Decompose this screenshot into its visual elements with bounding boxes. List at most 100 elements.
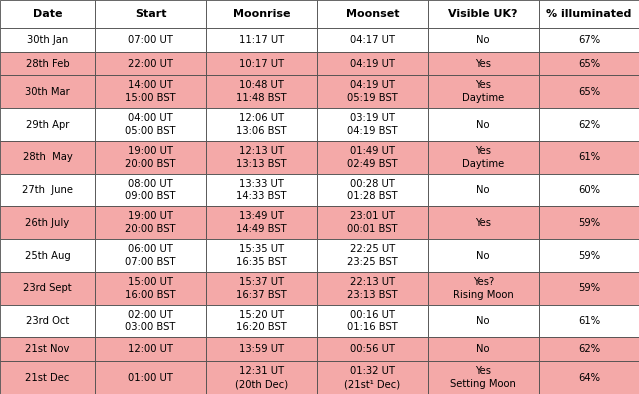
Bar <box>317 361 427 394</box>
Bar <box>427 174 539 206</box>
Text: No: No <box>477 344 490 354</box>
Text: 21st Dec: 21st Dec <box>26 373 70 383</box>
Text: 12:00 UT: 12:00 UT <box>128 344 173 354</box>
Text: 65%: 65% <box>578 87 600 97</box>
Bar <box>427 305 539 337</box>
Bar <box>206 305 317 337</box>
Text: 10:48 UT
11:48 BST: 10:48 UT 11:48 BST <box>236 80 287 103</box>
Text: 15:37 UT
16:37 BST: 15:37 UT 16:37 BST <box>236 277 287 300</box>
Text: 13:59 UT: 13:59 UT <box>239 344 284 354</box>
Text: Date: Date <box>33 9 62 19</box>
Bar <box>317 108 427 141</box>
Text: Yes: Yes <box>475 218 491 228</box>
Bar <box>0 174 95 206</box>
Bar <box>317 272 427 305</box>
Bar <box>317 75 427 108</box>
Bar <box>539 0 639 28</box>
Text: Moonset: Moonset <box>346 9 399 19</box>
Text: Visible UK?: Visible UK? <box>449 9 518 19</box>
Bar <box>95 108 206 141</box>
Text: 02:00 UT
03:00 BST: 02:00 UT 03:00 BST <box>125 310 176 333</box>
Bar <box>539 141 639 174</box>
Bar <box>0 28 95 52</box>
Bar <box>95 337 206 361</box>
Bar <box>0 108 95 141</box>
Text: 19:00 UT
20:00 BST: 19:00 UT 20:00 BST <box>125 146 176 169</box>
Bar <box>0 337 95 361</box>
Text: No: No <box>477 35 490 45</box>
Text: Yes
Daytime: Yes Daytime <box>462 146 504 169</box>
Bar <box>317 305 427 337</box>
Text: 13:49 UT
14:49 BST: 13:49 UT 14:49 BST <box>236 212 287 234</box>
Bar <box>539 206 639 239</box>
Text: 23rd Sept: 23rd Sept <box>23 283 72 293</box>
Text: 01:00 UT: 01:00 UT <box>128 373 173 383</box>
Text: 04:19 UT: 04:19 UT <box>350 59 395 69</box>
Bar <box>206 28 317 52</box>
Text: 30th Mar: 30th Mar <box>25 87 70 97</box>
Text: 22:00 UT: 22:00 UT <box>128 59 173 69</box>
Text: 00:16 UT
01:16 BST: 00:16 UT 01:16 BST <box>347 310 397 333</box>
Bar <box>317 0 427 28</box>
Bar <box>427 52 539 75</box>
Text: 65%: 65% <box>578 59 600 69</box>
Text: No: No <box>477 119 490 130</box>
Text: Yes: Yes <box>475 59 491 69</box>
Bar <box>95 361 206 394</box>
Bar <box>95 239 206 272</box>
Text: 12:31 UT
(20th Dec): 12:31 UT (20th Dec) <box>235 366 288 389</box>
Text: 01:49 UT
02:49 BST: 01:49 UT 02:49 BST <box>347 146 397 169</box>
Text: 59%: 59% <box>578 251 600 260</box>
Bar <box>539 361 639 394</box>
Text: 00:28 UT
01:28 BST: 00:28 UT 01:28 BST <box>347 178 397 201</box>
Text: 29th Apr: 29th Apr <box>26 119 69 130</box>
Text: 14:00 UT
15:00 BST: 14:00 UT 15:00 BST <box>125 80 176 103</box>
Bar <box>539 337 639 361</box>
Text: Yes
Daytime: Yes Daytime <box>462 80 504 103</box>
Text: 26th July: 26th July <box>26 218 70 228</box>
Text: 27th  June: 27th June <box>22 185 73 195</box>
Bar <box>427 206 539 239</box>
Bar <box>0 305 95 337</box>
Text: 04:00 UT
05:00 BST: 04:00 UT 05:00 BST <box>125 113 176 136</box>
Text: 13:33 UT
14:33 BST: 13:33 UT 14:33 BST <box>236 178 287 201</box>
Text: 10:17 UT: 10:17 UT <box>239 59 284 69</box>
Text: 62%: 62% <box>578 344 600 354</box>
Bar <box>95 206 206 239</box>
Text: 60%: 60% <box>578 185 600 195</box>
Bar <box>206 239 317 272</box>
Text: 67%: 67% <box>578 35 600 45</box>
Text: 01:32 UT
(21st¹ Dec): 01:32 UT (21st¹ Dec) <box>344 366 401 389</box>
Bar <box>0 0 95 28</box>
Text: No: No <box>477 251 490 260</box>
Text: Start: Start <box>135 9 166 19</box>
Bar <box>427 361 539 394</box>
Text: 59%: 59% <box>578 283 600 293</box>
Text: 22:13 UT
23:13 BST: 22:13 UT 23:13 BST <box>347 277 397 300</box>
Bar <box>95 305 206 337</box>
Text: 61%: 61% <box>578 152 600 162</box>
Bar <box>0 206 95 239</box>
Bar <box>427 108 539 141</box>
Bar <box>317 206 427 239</box>
Text: 04:17 UT: 04:17 UT <box>350 35 395 45</box>
Bar <box>95 174 206 206</box>
Bar <box>539 75 639 108</box>
Bar <box>427 337 539 361</box>
Text: 23rd Oct: 23rd Oct <box>26 316 69 326</box>
Bar <box>95 272 206 305</box>
Bar <box>206 337 317 361</box>
Bar <box>427 75 539 108</box>
Text: 11:17 UT: 11:17 UT <box>239 35 284 45</box>
Text: 04:19 UT
05:19 BST: 04:19 UT 05:19 BST <box>347 80 397 103</box>
Bar <box>95 52 206 75</box>
Bar <box>0 361 95 394</box>
Bar <box>317 141 427 174</box>
Text: Yes
Setting Moon: Yes Setting Moon <box>450 366 516 389</box>
Bar <box>539 52 639 75</box>
Bar <box>539 239 639 272</box>
Text: 21st Nov: 21st Nov <box>26 344 70 354</box>
Bar <box>0 272 95 305</box>
Text: No: No <box>477 185 490 195</box>
Text: 23:01 UT
00:01 BST: 23:01 UT 00:01 BST <box>347 212 397 234</box>
